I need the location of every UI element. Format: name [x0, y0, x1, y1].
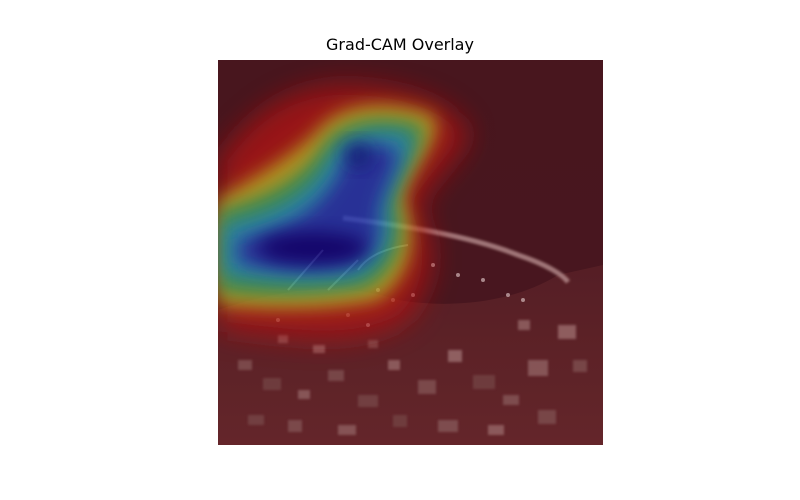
tint-overlay	[218, 60, 603, 445]
heatmap-core-top	[344, 143, 372, 167]
figure-title: Grad-CAM Overlay	[326, 35, 474, 54]
gradcam-overlay-svg	[218, 60, 603, 445]
town-texture	[238, 320, 587, 435]
gradcam-overlay-image	[218, 60, 603, 445]
gradcam-heatmap	[218, 85, 468, 340]
heatmap-core	[258, 232, 368, 264]
